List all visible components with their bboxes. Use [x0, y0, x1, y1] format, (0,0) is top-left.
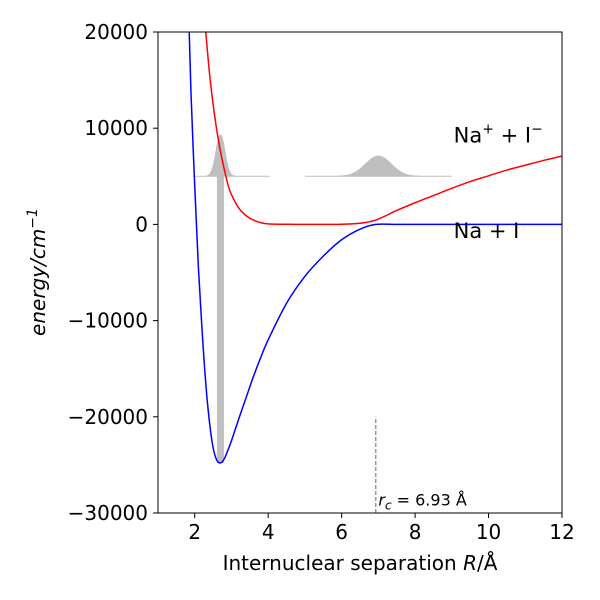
y-tick-label: 10000 [84, 116, 148, 140]
curve-label-part: Na + I [454, 219, 520, 243]
x-tick-label: 12 [549, 520, 574, 544]
plot-area [188, 32, 562, 513]
wavepacket-1 [192, 134, 271, 177]
y-axis-ticks: −30000 −20000 −10000 0 10000 20000 [68, 20, 158, 525]
x-tick-label: 2 [188, 520, 201, 544]
series-line-1 [205, 32, 562, 226]
x-tick-label: 6 [335, 520, 348, 544]
curve-label-part: + [482, 122, 494, 138]
curve-label-2: Na + I [454, 219, 520, 243]
annotations: rc = 6.93 Å [378, 490, 466, 512]
annot-rest: = 6.93 Å [392, 490, 467, 509]
x-axis-label: Internuclear separation R/Å [223, 551, 498, 575]
y-axis-label: energy/cm−1 [25, 208, 50, 336]
y-tick-label: −20000 [68, 405, 148, 429]
x-tick-label: 4 [262, 520, 275, 544]
x-axis-ticks: 2 4 6 8 10 12 [188, 513, 575, 544]
plot-frame [157, 31, 563, 514]
curve-label-part: Na [454, 124, 483, 148]
annot-var: r [378, 490, 386, 509]
curve-labels: Na+ + I−Na + I [454, 122, 543, 243]
annot-sub: c [385, 498, 392, 512]
x-tick-label: 8 [409, 520, 422, 544]
y-tick-label: −10000 [68, 309, 148, 333]
y-tick-label: 0 [135, 212, 148, 236]
wavepacket-2 [304, 155, 452, 177]
curve-label-part: + I [494, 124, 531, 148]
axes [157, 31, 563, 514]
crossing-radius-annotation: rc = 6.93 Å [378, 490, 466, 512]
x-tick-label: 10 [476, 520, 501, 544]
y-tick-label: 20000 [84, 20, 148, 44]
y-tick-label: −30000 [68, 501, 148, 525]
curve-label-1: Na+ + I− [454, 122, 543, 148]
series-line-2 [188, 32, 562, 464]
curve-label-part: − [531, 122, 543, 138]
